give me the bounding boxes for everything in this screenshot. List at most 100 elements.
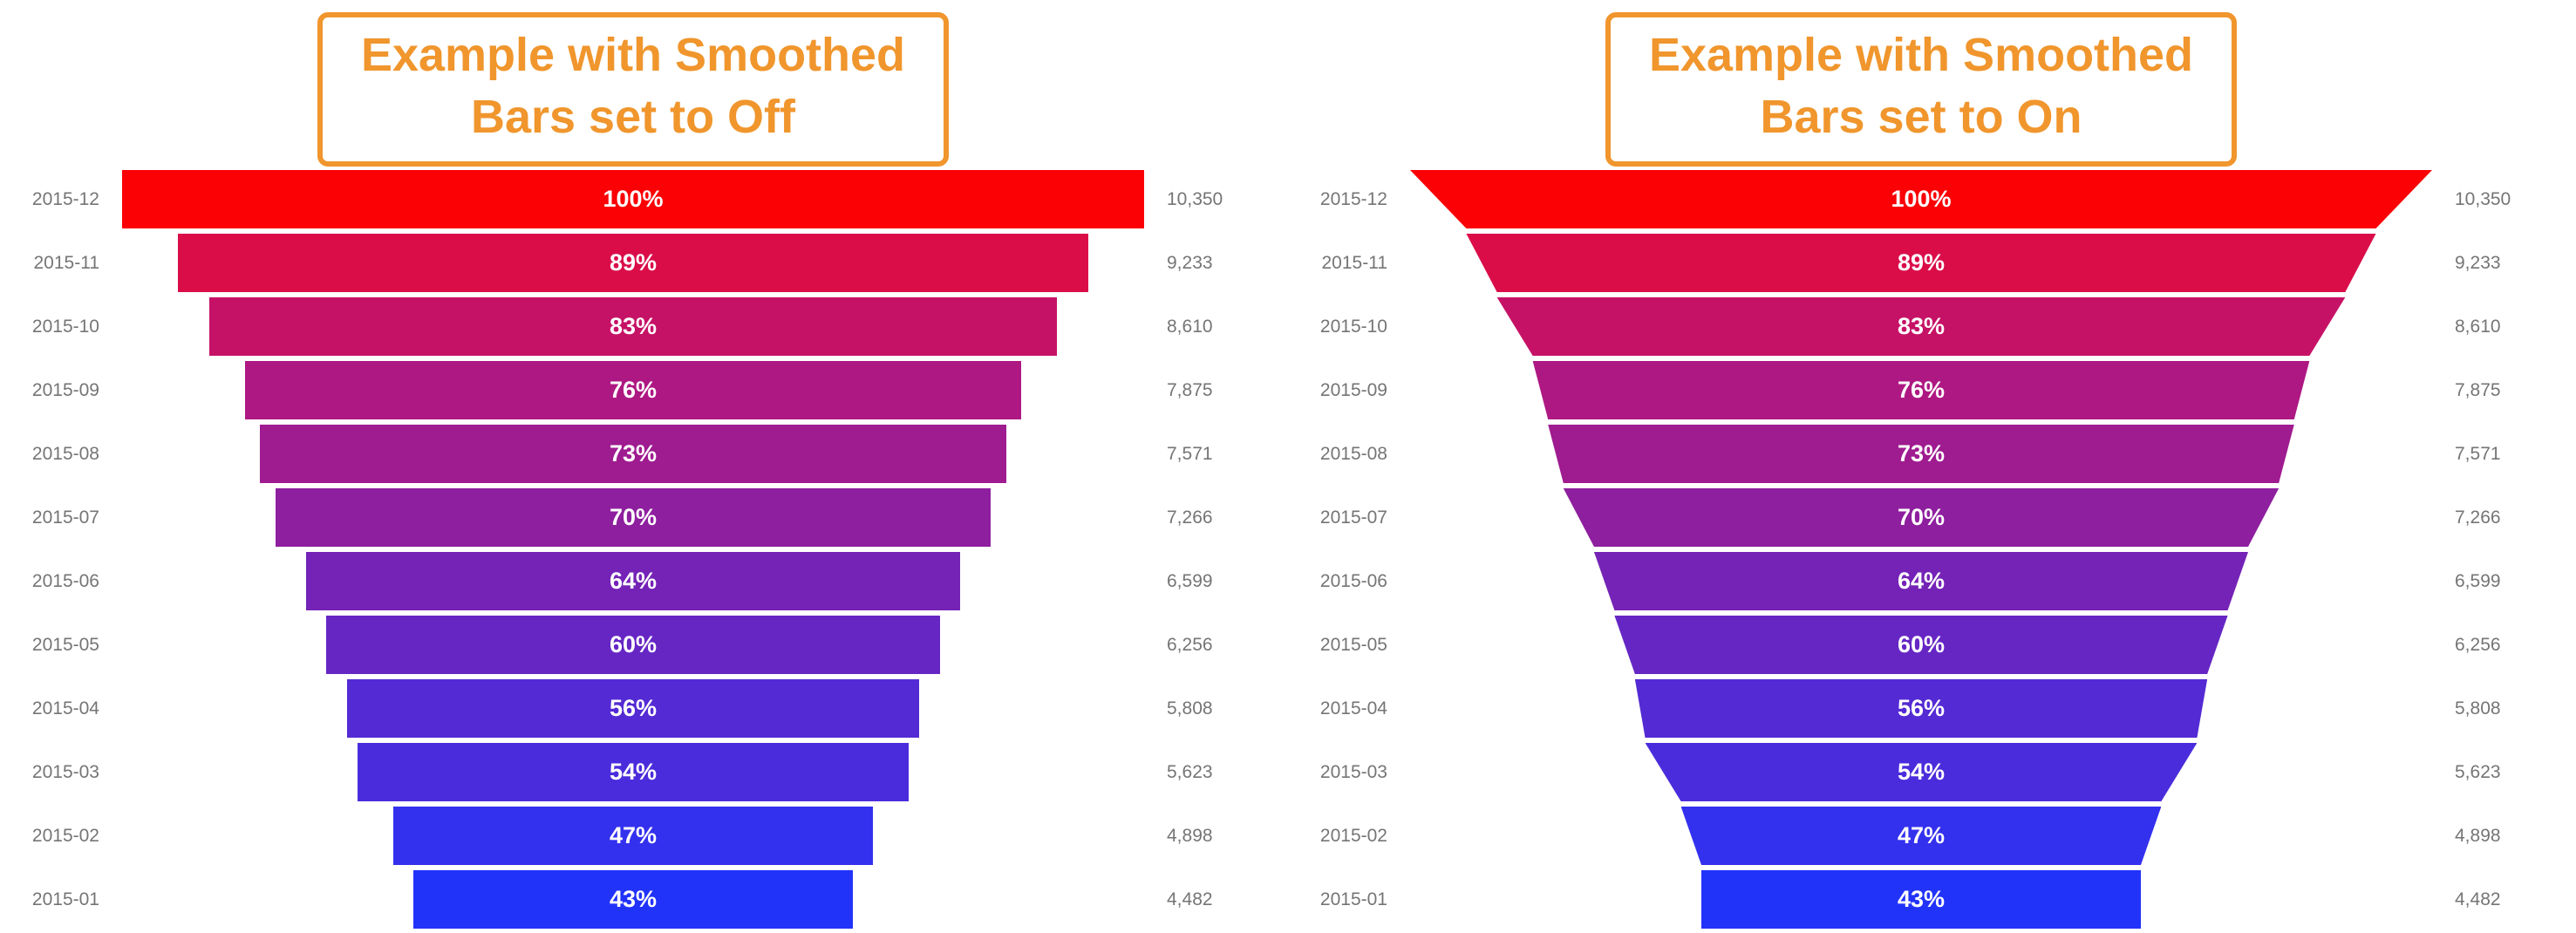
funnel-bar[interactable]: 43% <box>1701 870 2141 929</box>
value-label: 7,571 <box>2455 443 2501 464</box>
chart-title-line: Example with Smoothed <box>1648 29 2194 81</box>
category-label: 2015-05 <box>1319 634 1387 655</box>
percent-label: 54% <box>609 759 658 785</box>
bar-area: 73% <box>1410 425 2432 483</box>
category-label: 2015-11 <box>1321 252 1387 273</box>
funnel-row: 2015-03 54% 5,623 <box>0 740 1288 804</box>
bar-area: 54% <box>122 743 1144 801</box>
percent-label: 73% <box>1897 440 1946 466</box>
value-label: 7,875 <box>2455 379 2501 400</box>
value-label: 7,266 <box>1167 507 1213 528</box>
funnel-bar[interactable]: 83% <box>1496 297 2346 356</box>
bar-area: 89% <box>122 234 1144 292</box>
category-label: 2015-10 <box>1319 316 1387 337</box>
value-label: 4,898 <box>1167 825 1213 846</box>
funnel-row: 2015-08 73% 7,571 <box>1288 422 2576 486</box>
funnel-bar[interactable]: 47% <box>392 807 874 865</box>
value-label: 10,350 <box>2455 188 2511 209</box>
funnel-row: 2015-05 60% 6,256 <box>0 613 1288 677</box>
funnel-bar[interactable]: 73% <box>260 425 1006 483</box>
funnel-bar[interactable]: 76% <box>1532 361 2310 419</box>
bar-area: 64% <box>1410 552 2432 610</box>
category-label: 2015-07 <box>1319 507 1387 528</box>
funnel-bar[interactable]: 47% <box>1680 807 2162 865</box>
funnel-bar[interactable]: 100% <box>122 170 1144 228</box>
percent-label: 73% <box>609 440 658 466</box>
funnel-row: 2015-07 70% 7,266 <box>0 486 1288 549</box>
bar-area: 89% <box>1410 234 2432 292</box>
funnel-bar[interactable]: 70% <box>275 488 992 547</box>
percent-label: 76% <box>609 377 658 403</box>
funnel-chart-smoothed-off: Example with Smoothed Bars set to Off 201… <box>0 12 1288 933</box>
percent-label: 43% <box>609 886 658 912</box>
funnel-rows: 2015-12 100% 10,350 2015-11 89% 9,233 2015-10 8… <box>0 167 1288 933</box>
funnel-bar[interactable]: 76% <box>244 361 1022 419</box>
funnel-row: 2015-07 70% 7,266 <box>1288 486 2576 549</box>
funnel-bar[interactable]: 43% <box>413 870 853 929</box>
percent-label: 89% <box>1897 249 1946 276</box>
funnel-row: 2015-12 100% 10,350 <box>1288 167 2576 231</box>
percent-label: 100% <box>1891 186 1952 212</box>
funnel-bar[interactable]: 56% <box>1634 679 2208 738</box>
bar-area: 56% <box>1410 679 2432 738</box>
funnel-bar[interactable]: 73% <box>1548 425 2294 483</box>
value-label: 4,898 <box>2455 825 2501 846</box>
category-label: 2015-02 <box>31 825 99 846</box>
value-label: 4,482 <box>2455 889 2501 909</box>
funnel-row: 2015-11 89% 9,233 <box>1288 231 2576 295</box>
category-label: 2015-04 <box>31 698 99 718</box>
bar-area: 83% <box>1410 297 2432 356</box>
category-label: 2015-11 <box>33 252 99 273</box>
value-label: 6,599 <box>2455 570 2501 591</box>
percent-label: 100% <box>603 186 664 212</box>
funnel-row: 2015-09 76% 7,875 <box>1288 358 2576 422</box>
funnel-bar[interactable]: 54% <box>1645 743 2198 801</box>
funnel-bar[interactable]: 54% <box>357 743 910 801</box>
category-label: 2015-12 <box>31 188 99 209</box>
funnel-chart-smoothed-on: Example with Smoothed Bars set to On 2015… <box>1288 0 2576 933</box>
funnel-bar[interactable]: 83% <box>208 297 1058 356</box>
bar-area: 54% <box>1410 743 2432 801</box>
funnel-row: 2015-09 76% 7,875 <box>0 358 1288 422</box>
funnel-bar[interactable]: 64% <box>305 552 961 610</box>
category-label: 2015-08 <box>31 443 99 464</box>
value-label: 8,610 <box>2455 316 2501 337</box>
funnel-bar[interactable]: 64% <box>1593 552 2249 610</box>
bar-area: 43% <box>122 870 1144 929</box>
percent-label: 64% <box>1897 568 1946 594</box>
category-label: 2015-12 <box>1319 188 1387 209</box>
percent-label: 83% <box>1897 313 1946 339</box>
category-label: 2015-02 <box>1319 825 1387 846</box>
funnel-row: 2015-03 54% 5,623 <box>1288 740 2576 804</box>
category-label: 2015-03 <box>1319 761 1387 782</box>
value-label: 6,256 <box>2455 634 2501 655</box>
bar-area: 83% <box>122 297 1144 356</box>
percent-label: 89% <box>609 249 658 276</box>
funnel-bar[interactable]: 56% <box>346 679 920 738</box>
value-label: 6,256 <box>1167 634 1213 655</box>
chart-title-line: Bars set to On <box>1760 91 2082 144</box>
funnel-row: 2015-11 89% 9,233 <box>0 231 1288 295</box>
category-label: 2015-05 <box>31 634 99 655</box>
funnel-bar[interactable]: 89% <box>178 234 1088 292</box>
percent-label: 60% <box>609 631 658 657</box>
percent-label: 64% <box>609 568 658 594</box>
funnel-bar[interactable]: 70% <box>1563 488 2280 547</box>
value-label: 5,808 <box>2455 698 2501 718</box>
funnel-bar[interactable]: 60% <box>326 616 940 674</box>
funnel-row: 2015-04 56% 5,808 <box>0 677 1288 740</box>
percent-label: 54% <box>1897 759 1946 785</box>
chart-title-line: Bars set to Off <box>470 91 796 144</box>
value-label: 5,623 <box>2455 761 2501 782</box>
percent-label: 47% <box>1897 822 1946 848</box>
value-label: 6,599 <box>1167 570 1213 591</box>
bar-area: 76% <box>122 361 1144 419</box>
funnel-bar[interactable]: 89% <box>1466 234 2376 292</box>
chart-title-line: Example with Smoothed <box>360 29 906 81</box>
category-label: 2015-06 <box>1319 570 1387 591</box>
funnel-row: 2015-05 60% 6,256 <box>1288 613 2576 677</box>
bar-area: 56% <box>122 679 1144 738</box>
percent-label: 56% <box>1897 695 1946 721</box>
funnel-bar[interactable]: 60% <box>1614 616 2228 674</box>
funnel-bar[interactable]: 100% <box>1410 170 2432 228</box>
